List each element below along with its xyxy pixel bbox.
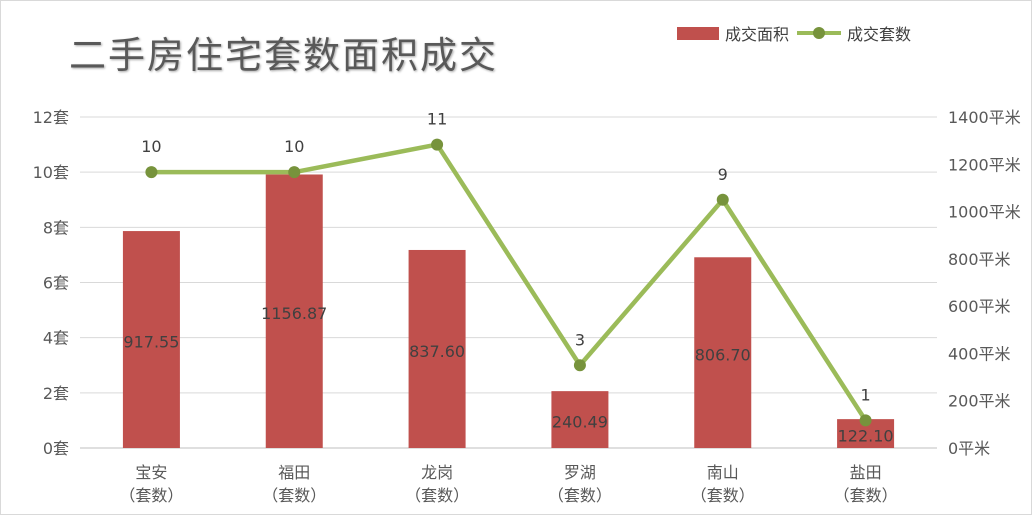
x-tick-label-sub: （套数） (548, 486, 612, 505)
line-data-label: 3 (575, 330, 585, 349)
bar-data-label: 806.70 (695, 346, 751, 365)
y-left-tick-label: 12套 (33, 108, 69, 127)
bar-area (694, 257, 752, 448)
y-right-tick-label: 1000平米 (948, 203, 1021, 222)
bar-data-label: 1156.87 (261, 304, 327, 323)
x-tick-label-sub: （套数） (405, 486, 469, 505)
x-tick-label: 宝安 (135, 463, 167, 482)
y-left-tick-label: 2套 (43, 384, 69, 403)
bar-data-label: 122.10 (838, 427, 894, 446)
y-left-tick-label: 6套 (43, 274, 69, 293)
y-right-tick-label: 800平米 (948, 250, 1011, 269)
x-tick-label: 福田 (278, 463, 310, 482)
legend-label-area: 成交面积 (725, 25, 790, 44)
bar-data-label: 240.49 (552, 413, 608, 432)
y-right-tick-label: 1200平米 (948, 155, 1021, 174)
x-tick-label-sub: （套数） (119, 486, 183, 505)
bar-area (551, 391, 609, 448)
legend-label-count: 成交套数 (847, 25, 912, 44)
line-count-point (573, 359, 586, 372)
y-right-tick-label: 1400平米 (948, 108, 1021, 127)
bar-area (122, 231, 180, 448)
legend-item-count: 成交套数 (797, 21, 911, 45)
y-left-tick-label: 0套 (43, 439, 69, 458)
x-tick-label: 罗湖 (564, 463, 596, 482)
y-left-tick-label: 10套 (33, 163, 69, 182)
y-left-tick-label: 8套 (43, 218, 69, 237)
y-left-tick-label: 4套 (43, 329, 69, 348)
x-tick-label-sub: （套数） (262, 486, 326, 505)
line-data-label: 10 (284, 137, 304, 156)
x-tick-label-sub: （套数） (834, 486, 898, 505)
x-tick-label: 盐田 (850, 463, 882, 482)
y-right-tick-label: 600平米 (948, 297, 1011, 316)
bar-area (408, 249, 466, 448)
x-tick-label-sub: （套数） (691, 486, 755, 505)
x-tick-label: 龙岗 (421, 463, 453, 482)
bar-area (265, 174, 323, 448)
line-count-point (431, 138, 444, 151)
line-count-point (288, 166, 301, 179)
bar-data-label: 917.55 (123, 333, 179, 352)
line-count-point (716, 193, 729, 206)
legend-swatch-count (797, 26, 842, 40)
chart-legend: 成交面积 成交套数 (677, 21, 911, 45)
x-tick-label: 南山 (707, 463, 739, 482)
legend-swatch-area (677, 26, 719, 40)
line-data-label: 10 (141, 137, 161, 156)
legend-item-area: 成交面积 (677, 21, 789, 45)
line-count-point (859, 414, 872, 427)
line-data-label: 9 (718, 165, 728, 184)
y-right-tick-label: 0平米 (948, 439, 990, 458)
line-count-point (145, 166, 158, 179)
line-count-series (149, 142, 868, 423)
bar-data-label: 837.60 (409, 342, 465, 361)
y-right-tick-label: 400平米 (948, 344, 1011, 363)
y-right-tick-label: 200平米 (948, 392, 1011, 411)
line-data-label: 11 (427, 110, 447, 129)
chart-title: 二手房住宅套数面积成交 (69, 34, 498, 77)
line-data-label: 1 (860, 385, 870, 404)
